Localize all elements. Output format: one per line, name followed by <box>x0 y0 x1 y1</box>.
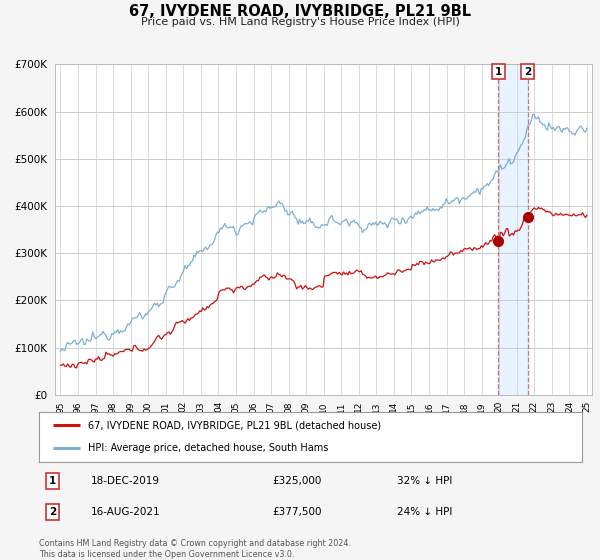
Text: HPI: Average price, detached house, South Hams: HPI: Average price, detached house, Sout… <box>88 444 328 454</box>
Text: 32% ↓ HPI: 32% ↓ HPI <box>397 476 453 486</box>
Text: Price paid vs. HM Land Registry's House Price Index (HPI): Price paid vs. HM Land Registry's House … <box>140 17 460 27</box>
Text: 18-DEC-2019: 18-DEC-2019 <box>91 476 160 486</box>
Text: Contains HM Land Registry data © Crown copyright and database right 2024.
This d: Contains HM Land Registry data © Crown c… <box>39 539 351 559</box>
Text: £377,500: £377,500 <box>272 507 322 517</box>
Text: 67, IVYDENE ROAD, IVYBRIDGE, PL21 9BL (detached house): 67, IVYDENE ROAD, IVYBRIDGE, PL21 9BL (d… <box>88 420 381 430</box>
Bar <box>499 64 527 395</box>
Text: 1: 1 <box>495 67 502 77</box>
Text: 2: 2 <box>49 507 56 517</box>
Text: 2: 2 <box>524 67 531 77</box>
Text: 16-AUG-2021: 16-AUG-2021 <box>91 507 160 517</box>
Text: 67, IVYDENE ROAD, IVYBRIDGE, PL21 9BL: 67, IVYDENE ROAD, IVYBRIDGE, PL21 9BL <box>129 4 471 19</box>
Text: 1: 1 <box>49 476 56 486</box>
Text: 24% ↓ HPI: 24% ↓ HPI <box>397 507 453 517</box>
Text: £325,000: £325,000 <box>272 476 322 486</box>
